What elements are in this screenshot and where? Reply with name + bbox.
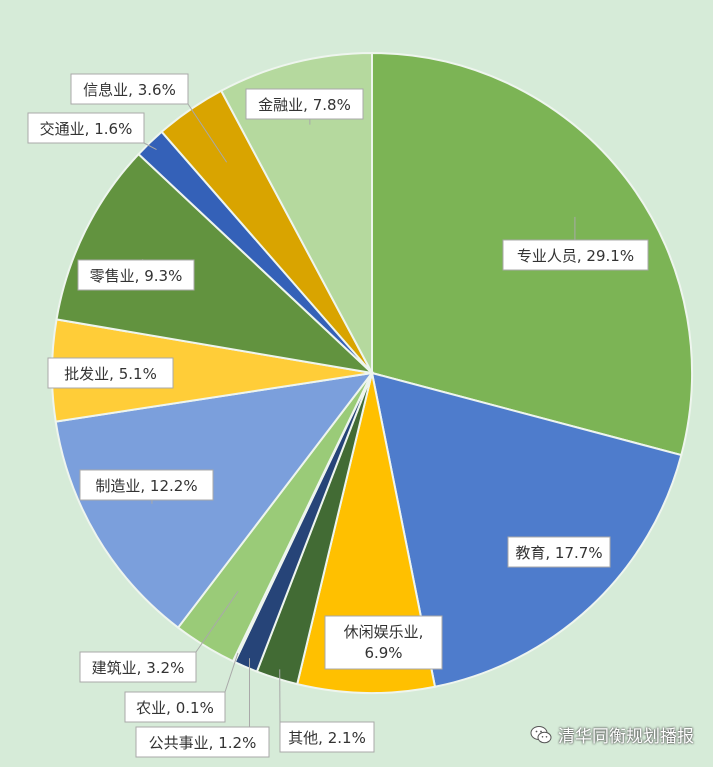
data-label: 农业, 0.1% xyxy=(136,699,214,717)
data-label-box xyxy=(502,239,649,271)
data-label: 建筑业, 3.2% xyxy=(92,659,185,677)
label-leader-line xyxy=(187,103,228,163)
data-label: 信息业, 3.6% xyxy=(83,81,176,99)
data-label: 教育, 17.7% xyxy=(515,544,602,562)
data-label-box xyxy=(27,112,145,144)
callouts-group: 专业人员, 29.1% 教育, 17.7% 休闲娱乐业, 6.9% 其他, 2.1% 公共… xyxy=(27,73,649,758)
data-label: 制造业, 12.2% xyxy=(95,477,197,495)
pie-slice xyxy=(370,371,683,688)
data-label: 公共事业, 1.2% xyxy=(149,734,257,752)
data-label: 交通业, 1.6% xyxy=(40,120,133,138)
data-label-box xyxy=(70,73,189,105)
data-label-box xyxy=(77,259,195,291)
data-label-box xyxy=(279,721,375,753)
data-label-box xyxy=(124,691,226,723)
label-leader-line xyxy=(224,652,239,693)
watermark: 清华同衡规划播报 xyxy=(530,722,694,747)
slices-group xyxy=(51,51,693,694)
data-label-box xyxy=(47,357,174,389)
wechat-icon xyxy=(530,725,552,743)
data-label: 金融业, 7.8% xyxy=(258,96,351,114)
data-label-box xyxy=(507,536,611,568)
data-label-box xyxy=(245,88,364,120)
data-label-box xyxy=(79,651,197,683)
pie-slice xyxy=(55,152,376,375)
data-label: 休闲娱乐业, xyxy=(344,623,424,641)
label-leader-line xyxy=(195,590,239,653)
data-label: 6.9% xyxy=(364,644,402,662)
data-label-box xyxy=(324,615,443,670)
pie-slice xyxy=(296,372,437,694)
data-label: 其他, 2.1% xyxy=(288,729,366,747)
data-label-box xyxy=(79,469,214,501)
data-label: 批发业, 5.1% xyxy=(64,365,157,383)
data-label: 专业人员, 29.1% xyxy=(517,247,634,265)
data-label-box xyxy=(135,726,270,758)
data-label: 零售业, 9.3% xyxy=(90,267,183,285)
pie-slice xyxy=(219,51,373,374)
pie-slice xyxy=(54,371,375,629)
label-leader-line xyxy=(143,142,157,151)
watermark-text: 清华同衡规划播报 xyxy=(558,727,694,747)
